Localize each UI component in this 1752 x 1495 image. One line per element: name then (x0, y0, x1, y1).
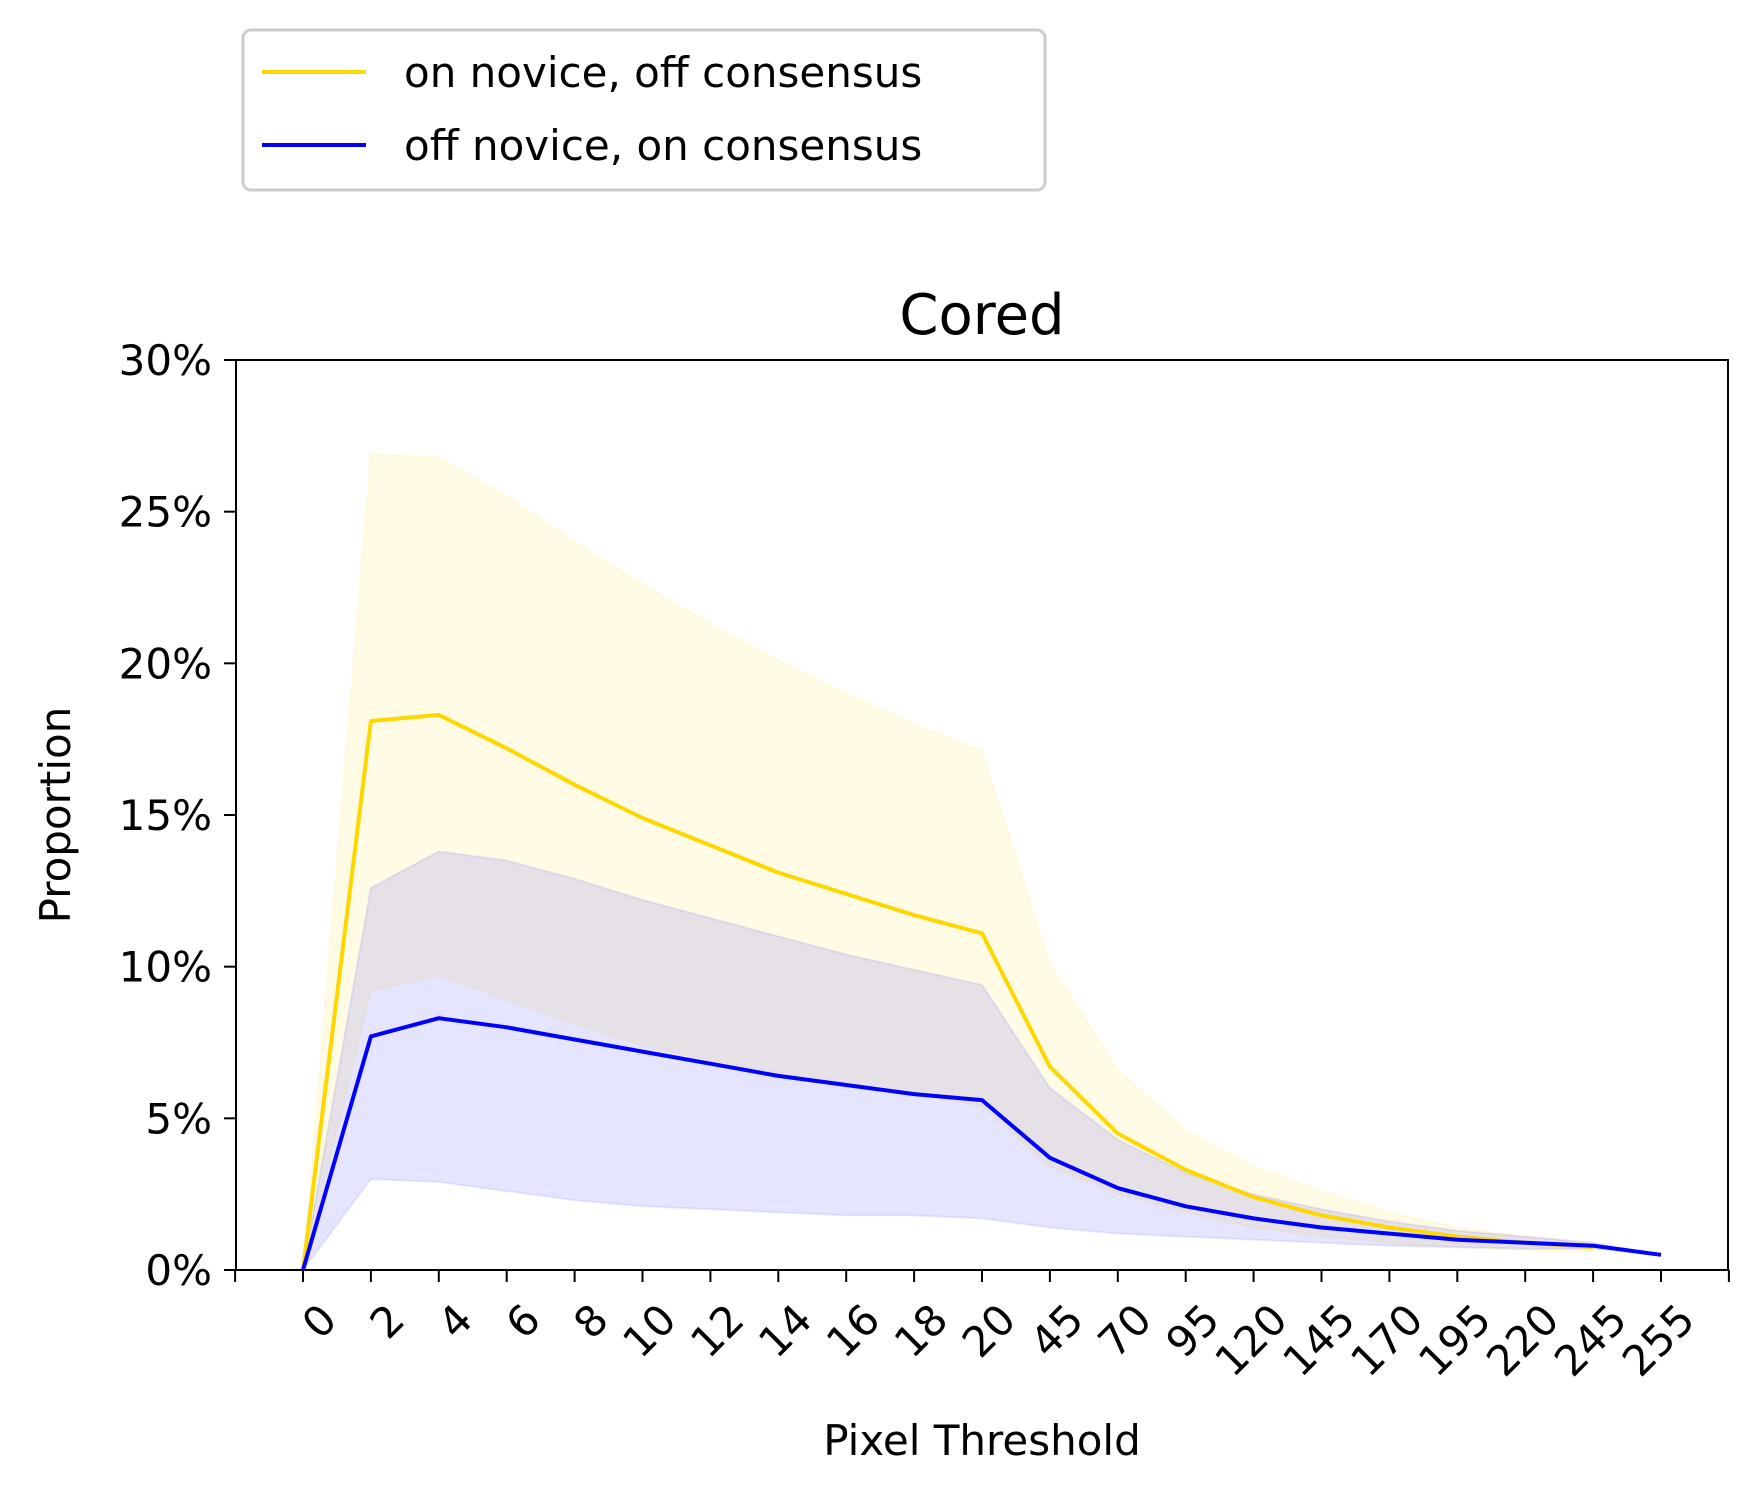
y-tick-label: 0% (145, 1246, 212, 1295)
y-axis: 0% 5% 10% 15% 20% 25% 30% (119, 336, 236, 1295)
y-tick-label: 10% (119, 943, 212, 992)
legend-label-1: on novice, off consensus (404, 48, 922, 97)
line-series-2 (301, 1016, 1662, 1271)
y-tick-label: 30% (119, 336, 212, 385)
chart-title: Cored (899, 283, 1064, 348)
y-tick-label: 25% (119, 488, 212, 537)
line-series-1 (301, 712, 1594, 1271)
y-axis-label: Proportion (31, 707, 80, 924)
legend-box (241, 28, 1047, 192)
legend-label-2: off novice, on consensus (404, 121, 922, 170)
x-axis-label: Pixel Threshold (823, 1416, 1140, 1465)
y-tick-label: 15% (119, 791, 212, 840)
y-tick-label: 5% (145, 1094, 212, 1143)
series-lines (301, 712, 1662, 1271)
y-tick-label: 20% (119, 639, 212, 688)
legend: on novice, off consensus off novice, on c… (241, 28, 1047, 192)
